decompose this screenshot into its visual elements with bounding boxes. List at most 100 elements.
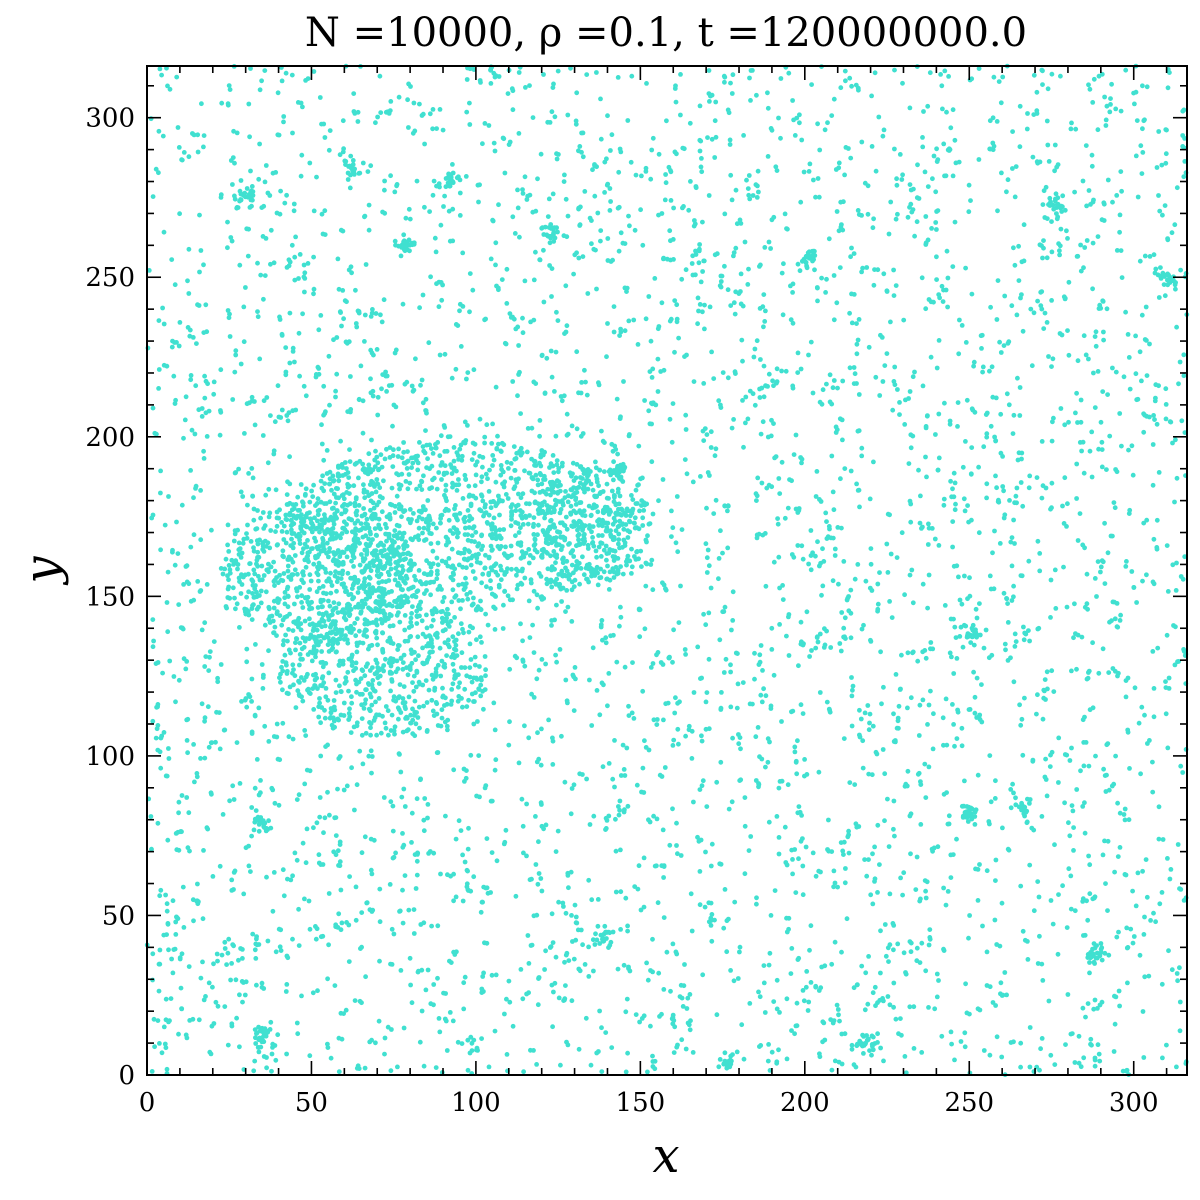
- data-point: [1012, 194, 1018, 200]
- data-point: [595, 570, 600, 576]
- data-point: [809, 82, 814, 87]
- data-point: [333, 388, 338, 394]
- data-point: [439, 707, 445, 713]
- data-point: [539, 726, 544, 732]
- data-point: [256, 573, 261, 579]
- data-point: [532, 541, 538, 547]
- data-point: [328, 531, 334, 537]
- data-point: [229, 238, 235, 244]
- data-point: [1016, 243, 1021, 249]
- data-point: [584, 576, 590, 582]
- data-point: [637, 508, 642, 514]
- data-point: [382, 720, 388, 726]
- data-point: [375, 481, 381, 487]
- data-point: [440, 599, 446, 605]
- data-point: [506, 742, 512, 748]
- data-point: [1136, 720, 1142, 726]
- data-point: [486, 489, 492, 494]
- data-point: [241, 339, 247, 345]
- data-point: [414, 178, 420, 184]
- data-point: [408, 552, 413, 558]
- data-point: [757, 306, 763, 311]
- data-point: [392, 510, 398, 515]
- data-point: [893, 216, 899, 222]
- data-point: [269, 613, 275, 619]
- data-point: [355, 119, 361, 124]
- data-point: [290, 572, 296, 577]
- data-point: [360, 761, 366, 767]
- data-point: [430, 521, 436, 527]
- data-point: [574, 462, 580, 467]
- data-point: [244, 531, 249, 536]
- data-point: [274, 734, 280, 740]
- data-point: [463, 575, 468, 581]
- data-point: [1102, 94, 1107, 100]
- data-point: [346, 711, 352, 716]
- data-point: [1180, 144, 1186, 149]
- data-point: [307, 499, 313, 505]
- data-point: [300, 569, 306, 574]
- data-point: [382, 456, 388, 462]
- data-point: [461, 516, 467, 522]
- data-point: [753, 491, 759, 497]
- data-point: [619, 512, 624, 518]
- data-point: [467, 513, 472, 519]
- data-point: [1044, 669, 1050, 675]
- data-point: [504, 301, 510, 306]
- data-point: [581, 486, 587, 491]
- data-point: [437, 1029, 443, 1035]
- data-point: [765, 154, 771, 159]
- data-point: [1114, 248, 1120, 253]
- data-point: [366, 682, 372, 687]
- data-point: [389, 926, 395, 932]
- data-point: [450, 681, 456, 687]
- data-point: [849, 675, 854, 680]
- data-point: [1009, 535, 1015, 540]
- data-point: [563, 196, 569, 202]
- data-point: [328, 590, 334, 596]
- data-point: [505, 91, 511, 96]
- data-point: [252, 816, 258, 822]
- data-point: [990, 394, 996, 400]
- data-point: [479, 533, 484, 539]
- data-point: [165, 569, 171, 575]
- data-point: [245, 522, 250, 528]
- data-point: [322, 547, 327, 552]
- data-point: [238, 197, 244, 203]
- data-point: [742, 239, 748, 245]
- data-point: [472, 654, 478, 660]
- data-point: [307, 510, 312, 515]
- data-point: [1043, 756, 1048, 762]
- data-point: [505, 593, 511, 599]
- data-point: [966, 209, 972, 215]
- data-point: [293, 647, 298, 653]
- data-point: [369, 350, 375, 356]
- data-point: [379, 620, 385, 626]
- data-point: [533, 472, 539, 478]
- data-point: [875, 822, 881, 828]
- data-point: [847, 310, 852, 316]
- data-point: [775, 521, 781, 527]
- data-point: [336, 570, 342, 576]
- data-point: [683, 652, 688, 657]
- data-point: [309, 488, 314, 494]
- data-point: [492, 606, 498, 611]
- data-point: [1074, 461, 1080, 467]
- data-point: [568, 550, 574, 556]
- data-point: [266, 616, 272, 622]
- data-point: [261, 203, 267, 209]
- data-point: [299, 675, 304, 680]
- data-point: [427, 209, 432, 215]
- data-point: [645, 533, 650, 539]
- data-point: [464, 565, 469, 571]
- data-point: [1038, 1046, 1043, 1052]
- data-point: [691, 799, 696, 805]
- data-point: [327, 481, 332, 487]
- data-point: [303, 595, 308, 601]
- data-point: [368, 748, 374, 754]
- data-point: [198, 756, 203, 761]
- data-point: [593, 931, 598, 937]
- data-point: [385, 708, 391, 714]
- data-point: [1114, 934, 1120, 940]
- data-point: [440, 685, 445, 691]
